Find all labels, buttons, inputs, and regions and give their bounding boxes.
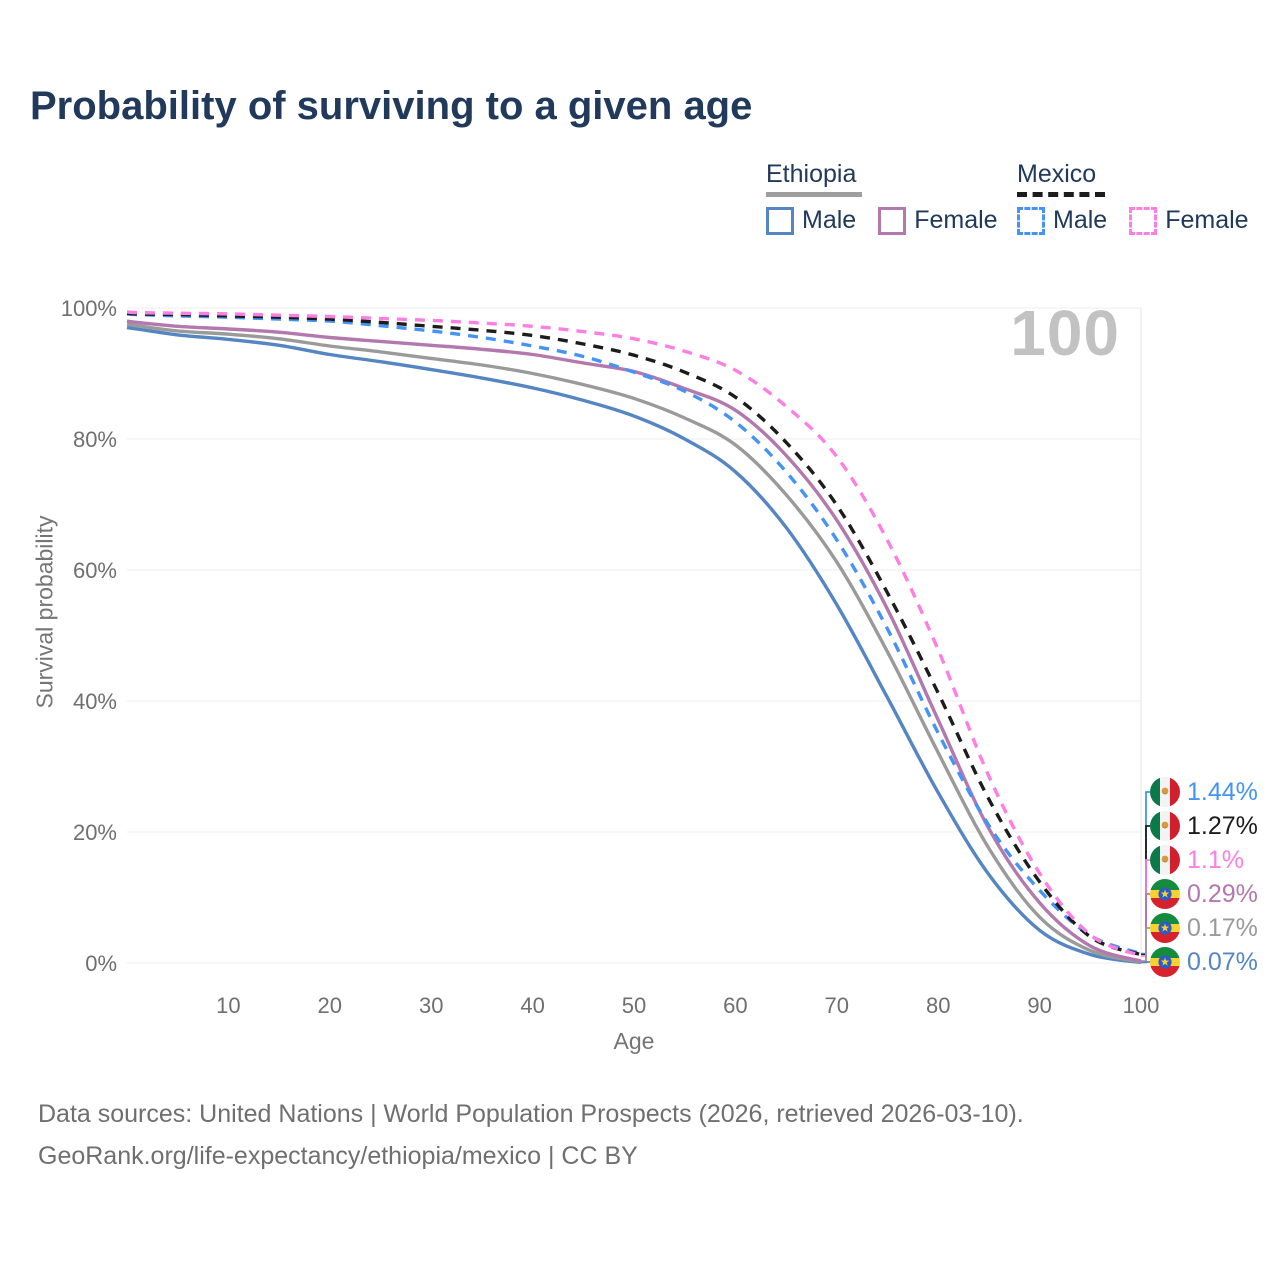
- leader-line-ethiopia-male: [1141, 961, 1150, 964]
- legend-group-mexico: Mexico Male Female: [1017, 160, 1263, 235]
- legend-ethiopia-line-swatch: [766, 192, 862, 197]
- end-label-value: 1.27%: [1187, 811, 1258, 840]
- legend-mexico-male-swatch[interactable]: [1017, 206, 1045, 235]
- end-label-mexico-both: 1.27%: [1150, 810, 1258, 842]
- svg-text:80: 80: [926, 993, 950, 1018]
- age-counter-watermark: 100: [1010, 297, 1120, 369]
- svg-text:10: 10: [216, 993, 240, 1018]
- end-label-ethiopia-both: 0.17%: [1150, 912, 1258, 944]
- svg-text:50: 50: [622, 993, 646, 1018]
- svg-text:100%: 100%: [61, 296, 117, 321]
- ethiopia-flag-icon: [1150, 913, 1180, 943]
- y-axis-title: Survival probability: [31, 515, 58, 709]
- ethiopia-flag-icon: [1150, 879, 1180, 909]
- svg-text:40: 40: [520, 993, 544, 1018]
- svg-text:20: 20: [318, 993, 342, 1018]
- svg-text:30: 30: [419, 993, 443, 1018]
- svg-text:100: 100: [1123, 993, 1160, 1018]
- x-axis-title: Age: [613, 1028, 655, 1054]
- legend-mexico-label[interactable]: Mexico: [1017, 160, 1097, 188]
- gridlines: [127, 307, 1142, 964]
- legend-mexico-male-label[interactable]: Male: [1053, 206, 1108, 234]
- legend-mexico-female-swatch[interactable]: [1129, 206, 1158, 235]
- end-label-ethiopia-female: 0.29%: [1150, 878, 1258, 910]
- survival-curves: [126, 310, 1142, 965]
- curve-ethiopia-male: [126, 325, 1142, 965]
- leader-line-ethiopia-both: [1141, 927, 1150, 963]
- data-source-footer: Data sources: United Nations | World Pop…: [38, 1094, 1024, 1177]
- ethiopia-flag-icon: [1150, 947, 1180, 977]
- mexico-flag-icon: [1150, 845, 1180, 875]
- curve-mexico-male: [126, 312, 1142, 956]
- svg-text:20%: 20%: [73, 820, 117, 845]
- svg-text:60: 60: [723, 993, 747, 1018]
- curve-ethiopia-both: [126, 322, 1142, 964]
- end-label-mexico-female: 1.1%: [1150, 844, 1244, 876]
- end-label-leader-lines: [1141, 791, 1150, 964]
- end-label-ethiopia-male: 0.07%: [1150, 946, 1258, 978]
- end-label-value: 0.07%: [1187, 947, 1258, 976]
- end-label-value: 1.44%: [1187, 777, 1258, 806]
- curve-mexico-both: [126, 311, 1142, 957]
- end-label-value: 1.1%: [1187, 845, 1244, 874]
- svg-text:60%: 60%: [73, 558, 117, 583]
- svg-text:80%: 80%: [73, 427, 117, 452]
- end-label-value: 0.17%: [1187, 913, 1258, 942]
- svg-text:40%: 40%: [73, 689, 117, 714]
- end-label-value: 0.29%: [1187, 879, 1258, 908]
- end-label-mexico-male: 1.44%: [1150, 776, 1258, 808]
- legend-ethiopia-female-swatch[interactable]: [878, 206, 907, 235]
- legend-ethiopia-label[interactable]: Ethiopia: [766, 160, 857, 188]
- footer-line-attribution: GeoRank.org/life-expectancy/ethiopia/mex…: [38, 1141, 638, 1170]
- mexico-flag-icon: [1150, 777, 1180, 807]
- legend-ethiopia-male-label[interactable]: Male: [802, 206, 857, 234]
- curve-mexico-female: [126, 310, 1142, 958]
- legend-mexico-female-label[interactable]: Female: [1165, 206, 1249, 234]
- mexico-flag-icon: [1150, 811, 1180, 841]
- page-title: Probability of surviving to a given age: [30, 84, 753, 128]
- legend-ethiopia-female-label[interactable]: Female: [914, 206, 998, 234]
- axis-tick-labels: 0% 20% 40% 60% 80% 100% 10 20 30 40 50 60 70 80 90 100: [61, 296, 1160, 1018]
- svg-text:0%: 0%: [85, 951, 117, 976]
- footer-line-sources: Data sources: United Nations | World Pop…: [38, 1100, 1024, 1128]
- svg-text:90: 90: [1027, 993, 1051, 1018]
- legend-ethiopia-male-swatch[interactable]: [766, 206, 794, 235]
- legend-group-ethiopia: Ethiopia Male Female: [766, 160, 1012, 235]
- svg-text:70: 70: [825, 993, 849, 1018]
- legend-mexico-line-swatch: [1017, 192, 1105, 197]
